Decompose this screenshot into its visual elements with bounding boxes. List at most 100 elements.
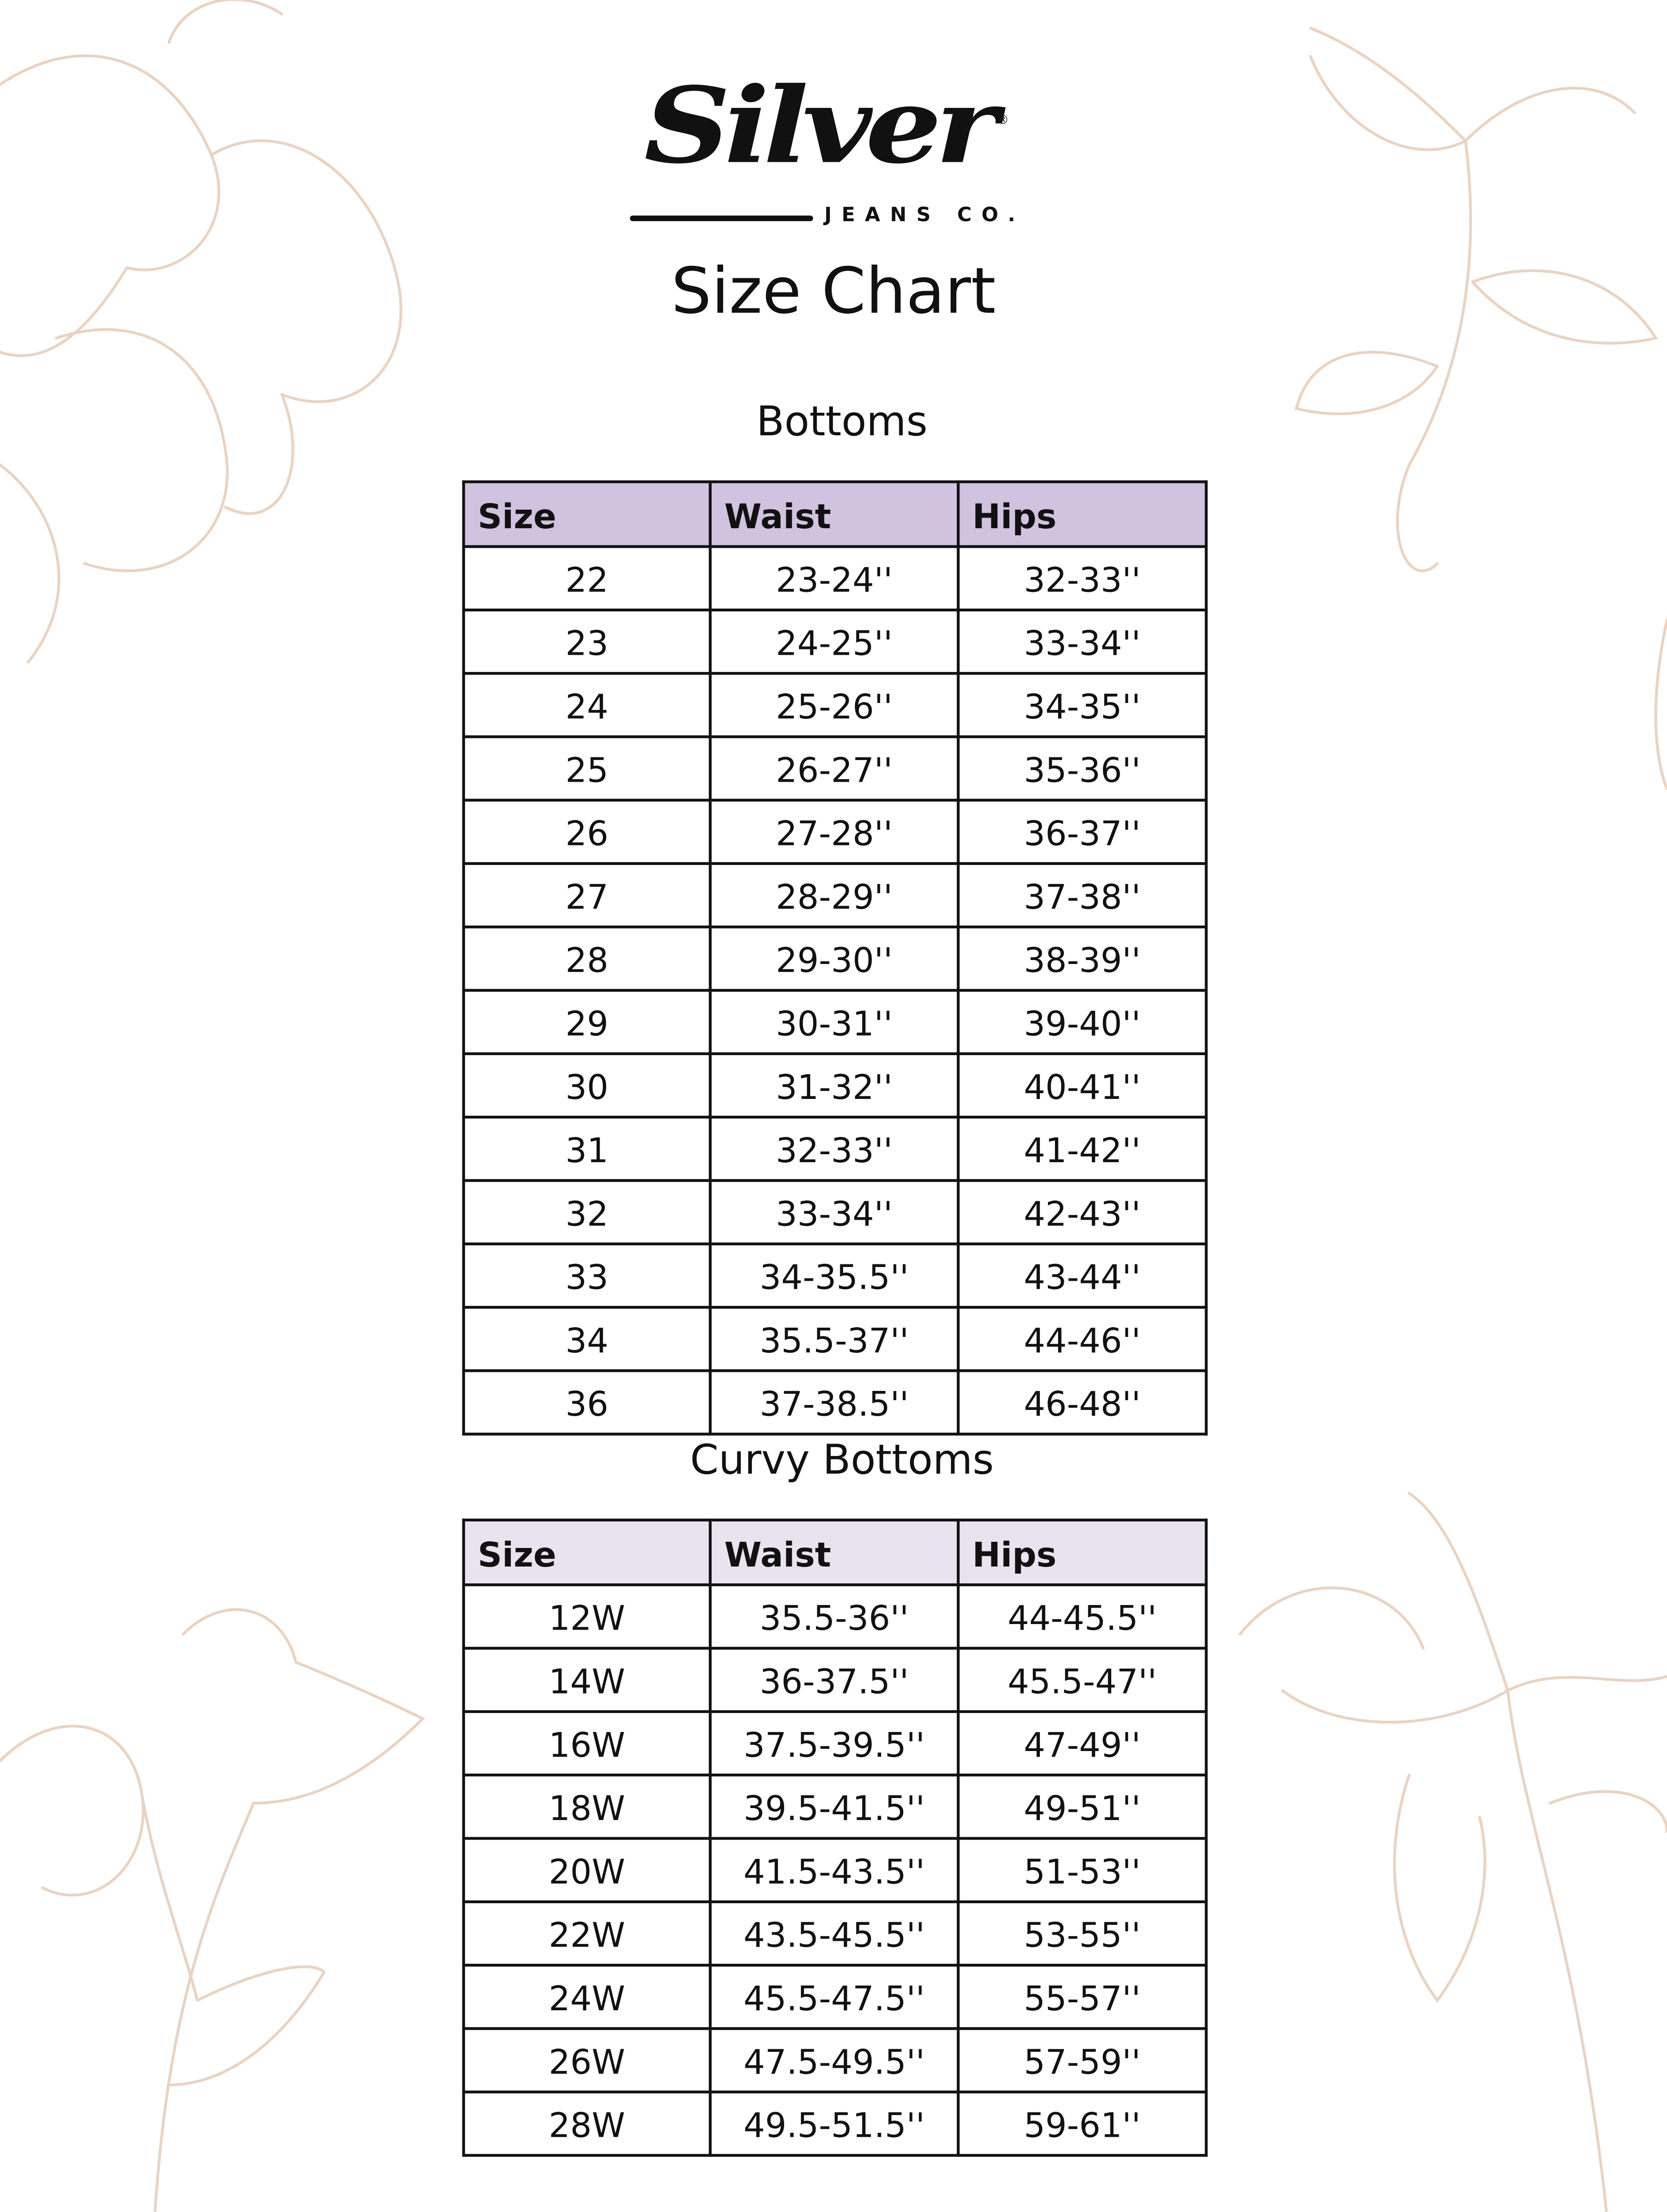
table-row: 27 28-29'' 37-38''	[462, 862, 1208, 929]
size-cell: 26W	[462, 2027, 712, 2093]
waist-cell: 36-37.5''	[708, 1647, 960, 1713]
hips-cell: 35-36''	[957, 735, 1208, 802]
hips-cell: 33-34''	[957, 608, 1208, 675]
size-cell: 12W	[462, 1583, 712, 1650]
size-cell: 33	[462, 1242, 712, 1309]
waist-cell: 24-25''	[708, 608, 960, 675]
registered-mark: ®	[996, 114, 1009, 128]
table-row: 33 34-35.5'' 43-44''	[462, 1242, 1208, 1309]
table-row: 22 23-24'' 32-33''	[462, 545, 1208, 611]
table-row: 14W 36-37.5'' 45.5-47''	[462, 1647, 1208, 1713]
waist-cell: 28-29''	[708, 862, 960, 929]
curvy-bottoms-size-table: Size Waist Hips 12W 35.5-36'' 44-45.5'' 14W…	[462, 1518, 1208, 2157]
table-row: 28 29-30'' 38-39''	[462, 926, 1208, 992]
bottoms-heading: Bottoms	[756, 397, 928, 445]
waist-cell: 31-32''	[708, 1052, 960, 1119]
page-title: Size Chart	[671, 253, 996, 328]
hips-cell: 51-53''	[957, 1837, 1208, 1903]
brand-logo: Silver ® JEANS CO.	[627, 66, 1050, 239]
hips-cell: 59-61''	[957, 2090, 1208, 2157]
size-cell: 25	[462, 735, 712, 802]
table-row: 29 30-31'' 39-40''	[462, 989, 1208, 1056]
size-cell: 28	[462, 926, 712, 992]
hips-cell: 39-40''	[957, 989, 1208, 1056]
hips-cell: 40-41''	[957, 1052, 1208, 1119]
hips-cell: 49-51''	[957, 1774, 1208, 1840]
hips-cell: 53-55''	[957, 1900, 1208, 1967]
waist-cell: 37-38.5''	[708, 1369, 960, 1436]
waist-cell: 45.5-47.5''	[708, 1963, 960, 2030]
hips-cell: 44-45.5''	[957, 1583, 1208, 1650]
bottoms-size-table: Size Waist Hips 22 23-24'' 32-33'' 23 24-25'…	[462, 480, 1208, 1436]
size-cell: 32	[462, 1179, 712, 1245]
column-header-size: Size	[462, 480, 712, 548]
table-row: 34 35.5-37'' 44-46''	[462, 1306, 1208, 1372]
column-header-waist: Waist	[708, 1518, 960, 1586]
curvy-bottoms-heading: Curvy Bottoms	[690, 1435, 994, 1484]
table-row: 12W 35.5-36'' 44-45.5''	[462, 1583, 1208, 1650]
hips-cell: 36-37''	[957, 799, 1208, 865]
table-row: 23 24-25'' 33-34''	[462, 608, 1208, 675]
waist-cell: 35.5-37''	[708, 1306, 960, 1372]
table-row: 26W 47.5-49.5'' 57-59''	[462, 2027, 1208, 2093]
size-cell: 22	[462, 545, 712, 611]
hips-cell: 44-46''	[957, 1306, 1208, 1372]
waist-cell: 34-35.5''	[708, 1242, 960, 1309]
hips-cell: 47-49''	[957, 1710, 1208, 1777]
hips-cell: 41-42''	[957, 1115, 1208, 1182]
size-cell: 16W	[462, 1710, 712, 1777]
waist-cell: 33-34''	[708, 1179, 960, 1245]
hips-cell: 34-35''	[957, 672, 1208, 738]
column-header-hips: Hips	[957, 1518, 1208, 1586]
table-row: 28W 49.5-51.5'' 59-61''	[462, 2090, 1208, 2157]
waist-cell: 27-28''	[708, 799, 960, 865]
logo-underline	[630, 215, 813, 221]
hips-cell: 43-44''	[957, 1242, 1208, 1309]
hips-cell: 55-57''	[957, 1963, 1208, 2030]
waist-cell: 25-26''	[708, 672, 960, 738]
hips-cell: 38-39''	[957, 926, 1208, 992]
size-cell: 27	[462, 862, 712, 929]
waist-cell: 41.5-43.5''	[708, 1837, 960, 1903]
hips-cell: 32-33''	[957, 545, 1208, 611]
table-row: 26 27-28'' 36-37''	[462, 799, 1208, 865]
size-cell: 36	[462, 1369, 712, 1436]
logo-wordmark: Silver	[644, 66, 998, 188]
table-row: 36 37-38.5'' 46-48''	[462, 1369, 1208, 1436]
waist-cell: 23-24''	[708, 545, 960, 611]
size-cell: 14W	[462, 1647, 712, 1713]
size-cell: 30	[462, 1052, 712, 1119]
size-cell: 24	[462, 672, 712, 738]
waist-cell: 29-30''	[708, 926, 960, 992]
table-row: 30 31-32'' 40-41''	[462, 1052, 1208, 1119]
waist-cell: 37.5-39.5''	[708, 1710, 960, 1777]
waist-cell: 49.5-51.5''	[708, 2090, 960, 2157]
size-cell: 23	[462, 608, 712, 675]
waist-cell: 47.5-49.5''	[708, 2027, 960, 2093]
waist-cell: 26-27''	[708, 735, 960, 802]
table-row: 24 25-26'' 34-35''	[462, 672, 1208, 738]
size-cell: 29	[462, 989, 712, 1056]
waist-cell: 39.5-41.5''	[708, 1774, 960, 1840]
waist-cell: 32-33''	[708, 1115, 960, 1182]
waist-cell: 35.5-36''	[708, 1583, 960, 1650]
table-row: 31 32-33'' 41-42''	[462, 1115, 1208, 1182]
table-row: 20W 41.5-43.5'' 51-53''	[462, 1837, 1208, 1903]
table-row: 18W 39.5-41.5'' 49-51''	[462, 1774, 1208, 1840]
logo-subtext: JEANS CO.	[824, 204, 1025, 227]
size-cell: 26	[462, 799, 712, 865]
size-cell: 24W	[462, 1963, 712, 2030]
hips-cell: 42-43''	[957, 1179, 1208, 1245]
size-cell: 34	[462, 1306, 712, 1372]
table-row: 25 26-27'' 35-36''	[462, 735, 1208, 802]
size-cell: 18W	[462, 1774, 712, 1840]
waist-cell: 30-31''	[708, 989, 960, 1056]
size-cell: 20W	[462, 1837, 712, 1903]
column-header-size: Size	[462, 1518, 712, 1586]
size-cell: 28W	[462, 2090, 712, 2157]
table-header-row: Size Waist Hips	[462, 1518, 1208, 1586]
table-header-row: Size Waist Hips	[462, 480, 1208, 548]
waist-cell: 43.5-45.5''	[708, 1900, 960, 1967]
